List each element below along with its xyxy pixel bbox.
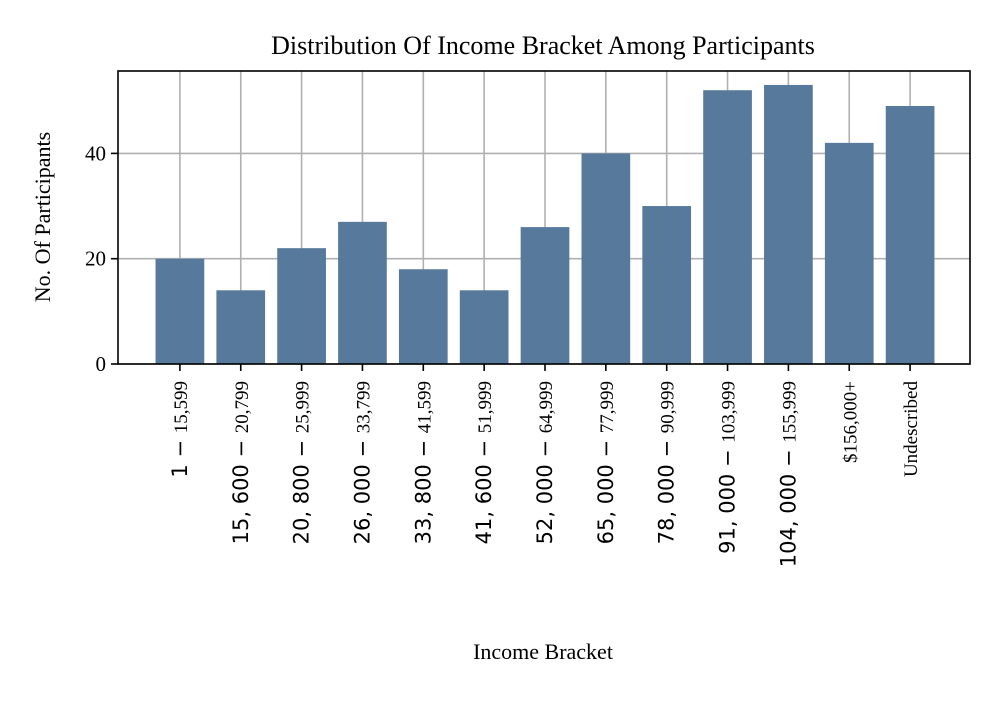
y-tick-label: 20 <box>85 247 106 271</box>
y-tick-label: 0 <box>96 352 107 376</box>
y-axis-label: No. Of Participants <box>30 132 55 302</box>
bar <box>824 142 874 364</box>
bars <box>155 84 935 365</box>
bar <box>764 84 813 364</box>
plot-frame <box>117 70 971 365</box>
bar <box>520 227 570 364</box>
x-tick-label: 104, 000 − 155,999 <box>776 381 800 567</box>
x-tick-label: 65, 000 − 77,999 <box>594 381 618 544</box>
x-tick-label: 78, 000 − 90,999 <box>655 381 679 544</box>
x-tick-label: Undescribed <box>901 381 922 478</box>
bar <box>277 248 326 364</box>
bar <box>216 290 266 364</box>
y-tick-label: 40 <box>85 141 106 165</box>
bar <box>459 290 509 364</box>
bar <box>155 258 205 364</box>
bar <box>398 269 448 364</box>
bar <box>642 206 692 364</box>
x-tick-label: 91, 000 − 103,999 <box>716 381 740 554</box>
bar <box>581 153 631 364</box>
x-tick-label: 41, 600 − 51,999 <box>472 381 496 544</box>
x-tick-label: 33, 800 − 41,599 <box>411 381 435 544</box>
x-tick-label: 26, 000 − 33,799 <box>350 381 374 544</box>
chart-title: Distribution Of Income Bracket Among Par… <box>271 31 815 60</box>
bar <box>703 90 752 364</box>
bar <box>885 106 935 365</box>
x-tick-label: 1 − 15,599 <box>168 381 192 478</box>
x-tick-label: $156,000+ <box>840 381 861 463</box>
x-tick-label: 15, 600 − 20,799 <box>229 381 253 544</box>
x-tick-label: 20, 800 − 25,999 <box>290 381 314 544</box>
bar <box>338 221 387 364</box>
axes: 0 20 40 1 − 15,599 15, 600 − 20,799 20, 800 −… <box>85 70 971 567</box>
x-axis-label: Income Bracket <box>473 639 613 664</box>
x-tick-label: 52, 000 − 64,999 <box>533 381 557 544</box>
